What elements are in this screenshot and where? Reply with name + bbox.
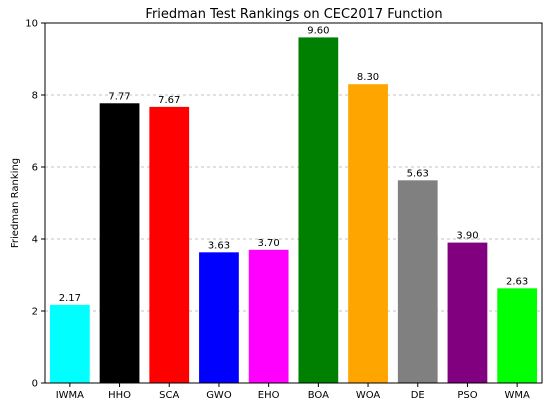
bars <box>49 37 538 384</box>
x-tick-label: EHO <box>258 390 280 401</box>
x-tick-label: HHO <box>108 390 131 401</box>
bar-hho <box>99 103 140 383</box>
x-tick-label: DE <box>411 390 425 401</box>
bar-boa <box>298 37 339 384</box>
data-label: 3.63 <box>208 240 230 251</box>
data-label: 2.17 <box>59 293 81 304</box>
bar-sca <box>149 106 190 383</box>
chart-title: Friedman Test Rankings on CEC2017 Functi… <box>145 7 442 22</box>
y-axis-label: Friedman Ranking <box>10 158 21 248</box>
data-label: 2.63 <box>506 276 528 287</box>
x-tick-label: WOA <box>356 390 381 401</box>
axes: 0 2 4 6 8 10 IWMA HHO SCA GWO EHO BOA WOA DE PSO WMA <box>25 19 543 401</box>
y-tick-label: 4 <box>32 235 38 246</box>
bar-de <box>397 180 438 383</box>
y-tick-label: 8 <box>32 91 38 102</box>
x-tick-label: SCA <box>159 390 179 401</box>
y-tick-label: 2 <box>32 307 38 318</box>
data-label: 7.77 <box>108 91 130 102</box>
data-label: 7.67 <box>158 95 180 106</box>
x-tick-label: IWMA <box>56 390 84 401</box>
bar-woa <box>348 84 388 383</box>
y-tick-label: 0 <box>32 379 38 390</box>
data-label: 8.30 <box>357 72 379 83</box>
bar-gwo <box>199 252 239 383</box>
x-tick-label: WMA <box>504 390 530 401</box>
bar-pso <box>447 242 488 383</box>
bar-eho <box>248 249 289 383</box>
y-tick-label: 10 <box>25 19 38 30</box>
x-tick-label: BOA <box>308 390 329 401</box>
data-label: 9.60 <box>307 25 329 36</box>
plot-frame <box>44 22 543 384</box>
x-tick-label: PSO <box>457 390 477 401</box>
data-label: 3.90 <box>456 231 478 242</box>
data-labels: 2.17 7.77 7.67 3.63 3.70 9.60 8.30 5.63 3.90 2.63 <box>59 25 529 303</box>
data-label: 5.63 <box>407 168 429 179</box>
bar-iwma <box>49 304 90 383</box>
data-label: 3.70 <box>258 238 280 249</box>
x-tick-label: GWO <box>206 390 232 401</box>
y-tick-label: 6 <box>32 163 38 174</box>
bar-wma <box>497 288 538 383</box>
